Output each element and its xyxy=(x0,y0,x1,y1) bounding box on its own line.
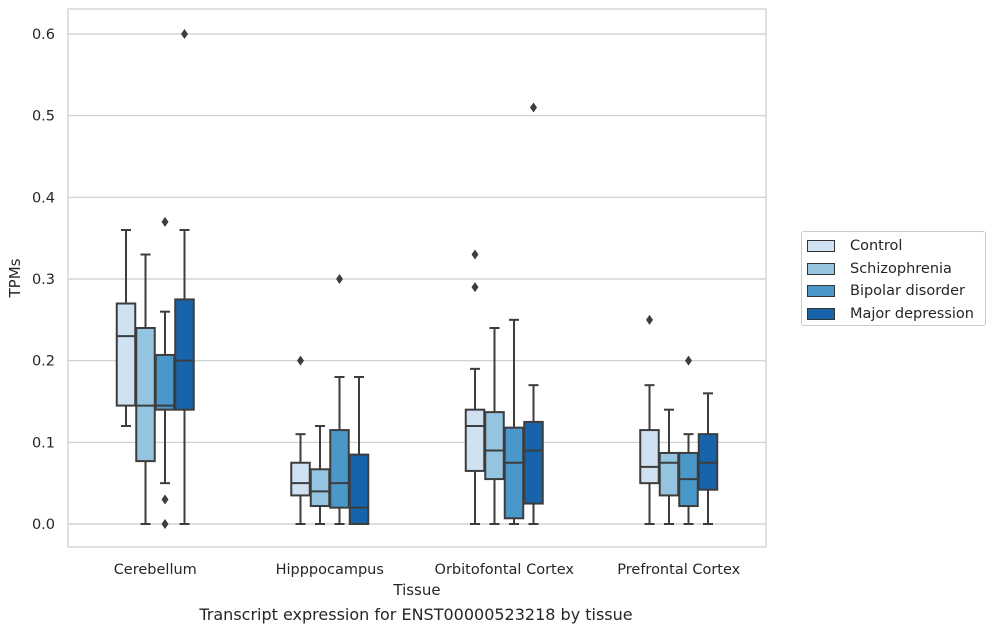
box-schizophrenia xyxy=(658,408,680,525)
box-bipolar-disorder xyxy=(678,355,699,525)
x-tick-label: Hipppocampus xyxy=(276,562,384,578)
box-iqr xyxy=(154,353,176,411)
gridlines xyxy=(68,33,766,525)
box-iqr xyxy=(639,429,660,485)
legend-swatch xyxy=(807,262,835,275)
outlier-point xyxy=(646,314,653,325)
box-control xyxy=(290,355,311,525)
legend-item: Bipolar disorder xyxy=(807,280,985,303)
box-bipolar-disorder xyxy=(154,216,176,529)
box-bipolar-disorder xyxy=(329,274,350,525)
box-major-depression xyxy=(174,29,195,525)
outlier-point xyxy=(297,355,304,366)
box-iqr xyxy=(523,420,544,505)
y-tick-label: 0.1 xyxy=(32,435,55,451)
outlier-point xyxy=(161,216,169,227)
box-control xyxy=(115,229,137,427)
y-axis-label: TPMs xyxy=(6,258,24,298)
box-control xyxy=(464,249,486,525)
outlier-point xyxy=(471,249,479,260)
box-control xyxy=(639,314,660,525)
x-axis-label: Tissue xyxy=(392,581,440,599)
legend-swatch xyxy=(807,285,835,298)
box-iqr xyxy=(503,426,525,520)
box-iqr xyxy=(484,411,505,481)
y-tick-label: 0.2 xyxy=(32,354,55,370)
x-tick-label: Cerebellum xyxy=(114,562,197,578)
box-iqr xyxy=(290,461,311,497)
legend-item: Major depression xyxy=(807,303,985,326)
box-schizophrenia xyxy=(484,327,505,525)
y-tick-label: 0.0 xyxy=(32,517,55,533)
box-schizophrenia xyxy=(135,253,156,525)
y-tick-label: 0.3 xyxy=(32,272,55,288)
legend-item: Control xyxy=(807,235,985,258)
x-tick-labels: Cerebellum Hipppocampus Orbitofontal Corte… xyxy=(114,562,741,578)
box-iqr xyxy=(658,451,680,497)
box-iqr xyxy=(174,298,195,411)
box-iqr xyxy=(464,408,486,472)
box-schizophrenia xyxy=(309,425,331,525)
box-iqr xyxy=(309,468,331,508)
outlier-point xyxy=(161,494,169,505)
outlier-point xyxy=(685,355,692,366)
legend-label: Schizophrenia xyxy=(850,260,952,277)
x-tick-label: Orbitofontal Cortex xyxy=(435,562,575,578)
box-iqr xyxy=(348,453,370,526)
legend-label: Major depression xyxy=(850,305,974,322)
legend: Control Schizophrenia Bipolar disorder Majo… xyxy=(801,231,986,326)
box-iqr xyxy=(329,429,350,509)
outlier-point xyxy=(530,102,537,113)
box-groups xyxy=(115,29,719,529)
box-bipolar-disorder xyxy=(503,318,525,525)
y-tick-labels: 0.0 0.1 0.2 0.3 0.4 0.5 0.6 xyxy=(32,27,55,533)
outlier-point xyxy=(161,519,169,529)
legend-swatch xyxy=(807,240,835,253)
box-iqr xyxy=(135,327,156,463)
outlier-point xyxy=(336,274,343,284)
legend-label: Bipolar disorder xyxy=(850,283,965,300)
y-tick-label: 0.5 xyxy=(32,109,55,125)
legend-swatch xyxy=(807,307,835,320)
outlier-point xyxy=(181,29,188,39)
box-iqr xyxy=(115,302,137,407)
box-major-depression xyxy=(348,376,370,526)
outlier-point xyxy=(471,282,479,293)
chart-caption: Transcript expression for ENST0000052321… xyxy=(199,605,633,624)
x-tick-label: Prefrontal Cortex xyxy=(617,562,740,578)
plot-frame xyxy=(67,8,767,548)
legend-item: Schizophrenia xyxy=(807,258,985,281)
legend-label: Control xyxy=(850,238,903,255)
box-major-depression xyxy=(697,392,719,525)
y-tick-label: 0.4 xyxy=(32,190,55,206)
box-major-depression xyxy=(523,102,544,525)
y-tick-label: 0.6 xyxy=(32,27,55,43)
